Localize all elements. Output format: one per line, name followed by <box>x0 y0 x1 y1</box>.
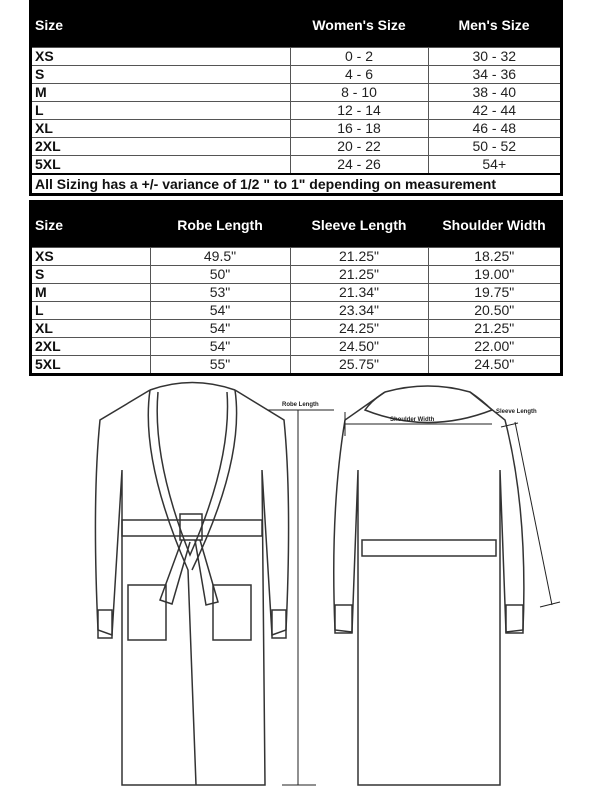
value-cell: 46 - 48 <box>427 119 562 138</box>
size-cell: M <box>30 83 291 102</box>
value-cell: 18.25" <box>427 247 562 266</box>
value-cell: 54" <box>149 301 291 320</box>
note-row: All Sizing has a +/- variance of 1/2 " t… <box>29 173 563 196</box>
table-row: 2XL 20 - 22 50 - 52 <box>30 137 562 156</box>
header-size: Size <box>30 1 290 48</box>
value-cell: 49.5" <box>149 247 291 266</box>
size-cell: L <box>30 301 151 320</box>
size-cell: 5XL <box>30 355 151 375</box>
variance-note: All Sizing has a +/- variance of 1/2 " t… <box>29 173 563 196</box>
value-cell: 22.00" <box>427 337 562 356</box>
measurement-lines <box>268 409 561 786</box>
size-cell: L <box>30 101 291 120</box>
table-row: XL 16 - 18 46 - 48 <box>30 119 562 138</box>
size-cell: XS <box>30 247 151 266</box>
value-cell: 50 - 52 <box>427 137 562 156</box>
value-cell: 20.50" <box>427 301 562 320</box>
size-cell: 2XL <box>30 337 151 356</box>
size-cell: XL <box>30 319 151 338</box>
value-cell: 25.75" <box>289 355 429 375</box>
robe-front-drawing <box>94 381 290 786</box>
value-cell: 55" <box>149 355 291 375</box>
value-cell: 53" <box>149 283 291 302</box>
value-cell: 30 - 32 <box>427 47 562 66</box>
value-cell: 24.50" <box>427 355 562 375</box>
header-sleeve-length: Sleeve Length <box>290 201 428 248</box>
measurement-table: Size Robe Length Sleeve Length Shoulder … <box>29 200 563 376</box>
size-cell: 2XL <box>30 137 291 156</box>
table-row: L 12 - 14 42 - 44 <box>30 101 562 120</box>
shoulder-width-label: Shoulder Width <box>390 417 435 423</box>
size-cell: 5XL <box>30 155 291 175</box>
table-header-row: Size Women's Size Men's Size <box>30 1 562 48</box>
size-cell: XL <box>30 119 291 138</box>
value-cell: 54" <box>149 337 291 356</box>
value-cell: 0 - 2 <box>289 47 429 66</box>
value-cell: 54" <box>149 319 291 338</box>
value-cell: 54+ <box>427 155 562 175</box>
value-cell: 50" <box>149 265 291 284</box>
header-shoulder-width: Shoulder Width <box>428 201 562 248</box>
value-cell: 23.34" <box>289 301 429 320</box>
value-cell: 21.25" <box>427 319 562 338</box>
table-header-row: Size Robe Length Sleeve Length Shoulder … <box>30 201 562 248</box>
sleeve-length-label: Sleeve Length <box>496 409 537 415</box>
value-cell: 24 - 26 <box>289 155 429 175</box>
value-cell: 34 - 36 <box>427 65 562 84</box>
value-cell: 24.50" <box>289 337 429 356</box>
value-cell: 8 - 10 <box>289 83 429 102</box>
value-cell: 21.25" <box>289 265 429 284</box>
value-cell: 21.25" <box>289 247 429 266</box>
table-row: L 54" 23.34" 20.50" <box>30 301 562 320</box>
size-cell: S <box>30 65 291 84</box>
header-womens-size: Women's Size <box>290 1 428 48</box>
size-cell: XS <box>30 47 291 66</box>
value-cell: 19.75" <box>427 283 562 302</box>
header-robe-length: Robe Length <box>150 201 290 248</box>
value-cell: 4 - 6 <box>289 65 429 84</box>
table-row: S 50" 21.25" 19.00" <box>30 265 562 284</box>
value-cell: 21.34" <box>289 283 429 302</box>
value-cell: 24.25" <box>289 319 429 338</box>
table-row: 2XL 54" 24.50" 22.00" <box>30 337 562 356</box>
size-cell: S <box>30 265 151 284</box>
table-row: 5XL 24 - 26 54+ <box>30 155 562 175</box>
table-row: XS 49.5" 21.25" 18.25" <box>30 247 562 266</box>
general-size-table: Size Women's Size Men's Size XS 0 - 2 30 -… <box>29 0 563 196</box>
robe-back-drawing <box>333 385 525 786</box>
value-cell: 19.00" <box>427 265 562 284</box>
robe-length-label: Robe Length <box>282 402 319 408</box>
value-cell: 12 - 14 <box>289 101 429 120</box>
value-cell: 16 - 18 <box>289 119 429 138</box>
size-cell: M <box>30 283 151 302</box>
header-size: Size <box>30 201 150 248</box>
table-row: XL 54" 24.25" 21.25" <box>30 319 562 338</box>
value-cell: 38 - 40 <box>427 83 562 102</box>
table-row: M 53" 21.34" 19.75" <box>30 283 562 302</box>
value-cell: 20 - 22 <box>289 137 429 156</box>
table-row: 5XL 55" 25.75" 24.50" <box>30 355 562 375</box>
robe-diagram: Robe Length Shoulder Width Sleeve Length <box>94 381 561 786</box>
header-mens-size: Men's Size <box>428 1 562 48</box>
table-row: XS 0 - 2 30 - 32 <box>30 47 562 66</box>
value-cell: 42 - 44 <box>427 101 562 120</box>
